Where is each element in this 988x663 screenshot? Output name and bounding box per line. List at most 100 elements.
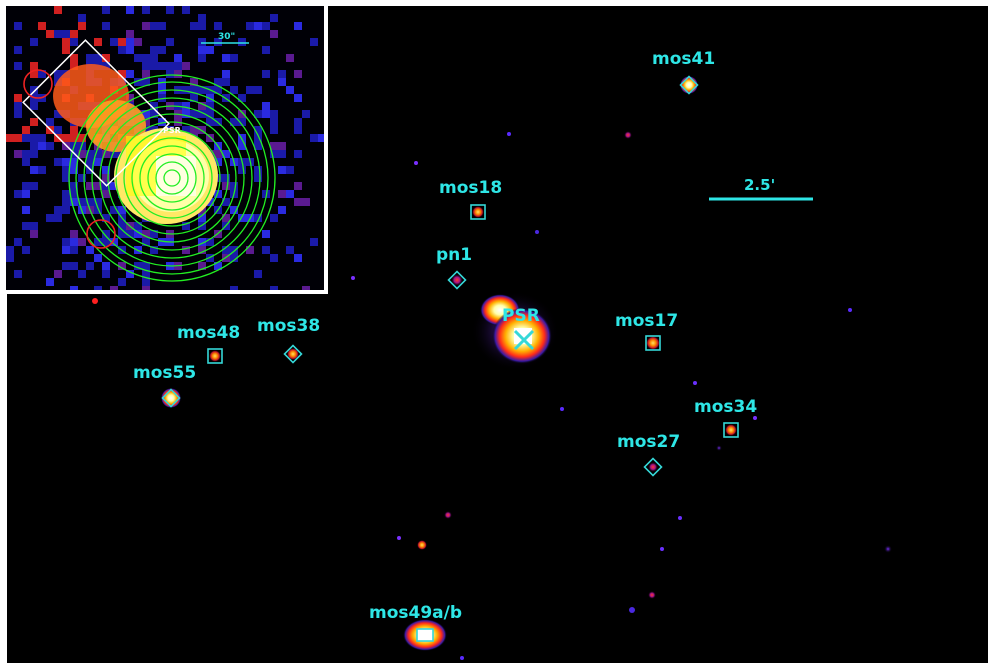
label-mos49ab: mos49a/b	[369, 603, 462, 623]
inset-pixel	[70, 54, 78, 62]
inset-pixel	[46, 214, 54, 222]
inset-pixel	[94, 150, 102, 158]
inset-pixel	[214, 158, 222, 166]
inset-pixel	[86, 158, 94, 166]
inset-pixel	[30, 166, 38, 174]
inset-pixel	[294, 70, 302, 78]
inset-pixel	[222, 198, 230, 206]
inset-pixel	[278, 70, 286, 78]
inset-pixel	[62, 38, 70, 46]
inset-pixel	[270, 30, 278, 38]
inset-pixel	[102, 214, 110, 222]
inset-pixel	[142, 230, 150, 238]
inset-pixel	[70, 62, 78, 70]
inset-pixel	[30, 70, 38, 78]
inset-pixel	[214, 38, 222, 46]
inset-pixel	[14, 62, 22, 70]
inset-pixel	[198, 54, 206, 62]
inset-pixel	[254, 214, 262, 222]
inset-pixel	[278, 78, 286, 86]
inset-pixel	[246, 86, 254, 94]
inset-pixel	[158, 46, 166, 54]
inset-pixel	[22, 158, 30, 166]
inset-pixel	[14, 94, 22, 102]
inset-pixel	[190, 110, 198, 118]
inset-pixel	[38, 134, 46, 142]
inset-pixel	[222, 174, 230, 182]
inset-pixel	[182, 86, 190, 94]
inset-pixel	[310, 134, 318, 142]
inset-pixel	[62, 198, 70, 206]
inset-pixel	[158, 118, 166, 126]
inset-pixel	[158, 238, 166, 246]
inset-pixel	[142, 78, 150, 86]
inset-pixel	[198, 246, 206, 254]
inset-pixel	[142, 6, 150, 14]
inset-pixel	[150, 22, 158, 30]
inset-pixel	[294, 150, 302, 158]
inset-pixel	[206, 102, 214, 110]
inset-pixel	[102, 230, 110, 238]
inset-pixel	[118, 278, 126, 286]
diamond-marker-mos38	[283, 344, 303, 364]
inset-pixel	[270, 118, 278, 126]
inset-pixel	[126, 6, 134, 14]
inset-pixel	[38, 22, 46, 30]
inset-pixel	[230, 118, 238, 126]
scale-bar: 2.5'	[709, 176, 813, 201]
inset-pixel	[198, 38, 206, 46]
sky-svg: mos41 mos18 pn1 PSR mos17 mos48 mos38 mo…	[92, 49, 892, 660]
label-mos18: mos18	[439, 178, 502, 198]
inset-pixel	[62, 174, 70, 182]
inset-pixel	[182, 6, 190, 14]
inset-pixel	[286, 86, 294, 94]
inset-pixel	[222, 246, 230, 254]
inset-pixel	[118, 70, 126, 78]
inset-pixel	[262, 102, 270, 110]
inset-pixel	[14, 46, 22, 54]
psr-cross-marker	[513, 329, 535, 351]
inset-pixel	[150, 246, 158, 254]
inset-pixel	[166, 70, 174, 78]
inset-pixel	[310, 38, 318, 46]
inset-pixel	[182, 62, 190, 70]
inset-pixel	[54, 158, 62, 166]
inset-pixel	[262, 246, 270, 254]
inset-pixel	[62, 246, 70, 254]
inset-pixel	[246, 246, 254, 254]
inset-pixel	[62, 206, 70, 214]
inset-pixel	[158, 22, 166, 30]
inset-pixel	[270, 254, 278, 262]
inset-pixel	[102, 174, 110, 182]
inset-pixel	[198, 238, 206, 246]
inset-annuli	[68, 74, 276, 282]
inset-pixel	[54, 126, 62, 134]
inset-pixel	[110, 150, 118, 158]
inset-pixel	[166, 62, 174, 70]
inset-pixel	[70, 238, 78, 246]
inset-pixel	[230, 86, 238, 94]
inset-pixel	[126, 230, 134, 238]
inset-pixel	[102, 166, 110, 174]
inset-pixel	[294, 22, 302, 30]
inset-pixel	[190, 86, 198, 94]
inset-pixel	[294, 254, 302, 262]
inset-pixel	[102, 270, 110, 278]
inset-pixel	[62, 158, 70, 166]
inset-pixel	[190, 126, 198, 134]
inset-pixel	[126, 30, 134, 38]
inset-pixel	[54, 206, 62, 214]
inset-pixel	[214, 190, 222, 198]
inset-pixel	[102, 54, 110, 62]
inset-pixel	[262, 46, 270, 54]
inset-pixel	[278, 166, 286, 174]
inset-pixel	[294, 182, 302, 190]
inset-pixel	[94, 198, 102, 206]
source-labels: mos41 mos18 pn1 PSR mos17 mos48 mos38 mo…	[133, 49, 757, 623]
inset-pixel	[78, 174, 86, 182]
inset-pixel	[94, 54, 102, 62]
inset-pixel	[214, 78, 222, 86]
inset-pixel	[126, 38, 134, 46]
inset-pixel	[270, 150, 278, 158]
